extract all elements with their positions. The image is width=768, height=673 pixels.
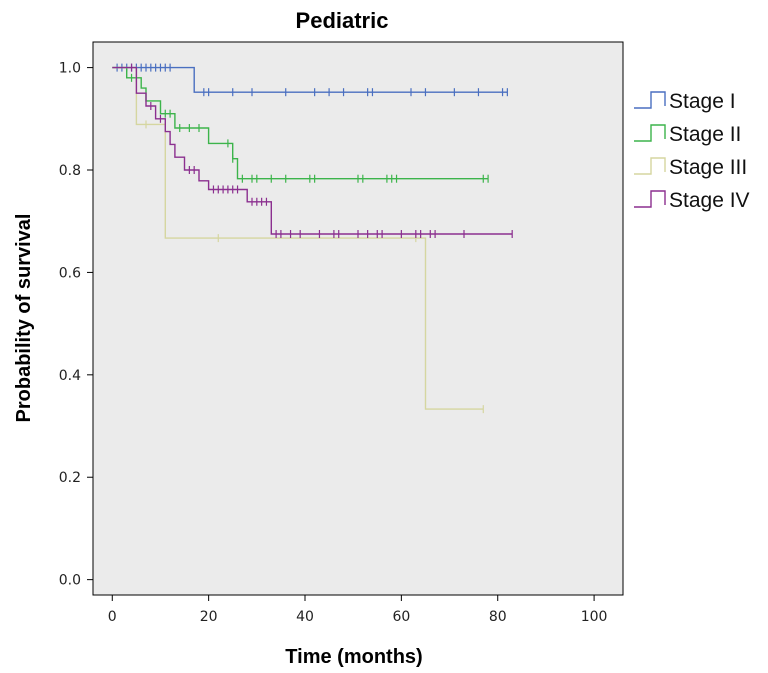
stage-i-series xyxy=(112,63,508,97)
x-tick-label: 60 xyxy=(392,609,410,625)
stage-iv-series xyxy=(112,63,513,239)
legend-item-stage-iv: Stage IV xyxy=(634,189,750,212)
x-tick-label: 40 xyxy=(296,609,314,625)
chart-title: Pediatric xyxy=(296,8,389,33)
stage-iv-survival-line xyxy=(112,66,513,235)
plot-area xyxy=(92,41,624,596)
x-tick-label: 0 xyxy=(108,609,117,625)
legend-label-stage-ii: Stage II xyxy=(669,123,741,146)
legend-item-stage-i: Stage I xyxy=(634,90,736,113)
x-tick-label: 20 xyxy=(200,609,218,625)
legend-label-stage-iii: Stage III xyxy=(669,156,747,179)
legend-swatch-stage-iii xyxy=(634,157,666,175)
stage-i-survival-line xyxy=(112,66,508,93)
legend-label-stage-i: Stage I xyxy=(669,90,736,113)
x-tick-label: 80 xyxy=(489,609,507,625)
y-tick-label: 0.0 xyxy=(59,573,81,589)
legend-item-stage-ii: Stage II xyxy=(634,123,741,146)
stage-ii-survival-line xyxy=(112,66,489,180)
axes: 0 20 40 60 80 100 0.0 0.2 0.4 0.6 0.8 1.0 xyxy=(59,61,608,625)
legend-swatch-stage-iv xyxy=(634,190,666,208)
legend-swatch-stage-ii xyxy=(634,124,666,142)
x-axis-label: Time (months) xyxy=(285,646,422,668)
legend-swatch-stage-i xyxy=(634,91,666,109)
y-tick-label: 1.0 xyxy=(59,61,81,77)
y-tick-label: 0.6 xyxy=(59,265,81,281)
legend-label-stage-iv: Stage IV xyxy=(669,189,750,212)
y-axis-label: Probability of survival xyxy=(13,214,35,423)
y-tick-label: 0.2 xyxy=(59,470,81,486)
y-tick-label: 0.4 xyxy=(59,368,81,384)
legend: Stage I Stage II Stage III Stage IV xyxy=(634,90,750,212)
x-tick-label: 100 xyxy=(581,609,608,625)
series-layer xyxy=(112,63,513,414)
y-tick-label: 0.8 xyxy=(59,163,81,179)
stage-ii-series xyxy=(112,66,489,183)
legend-item-stage-iii: Stage III xyxy=(634,156,747,179)
